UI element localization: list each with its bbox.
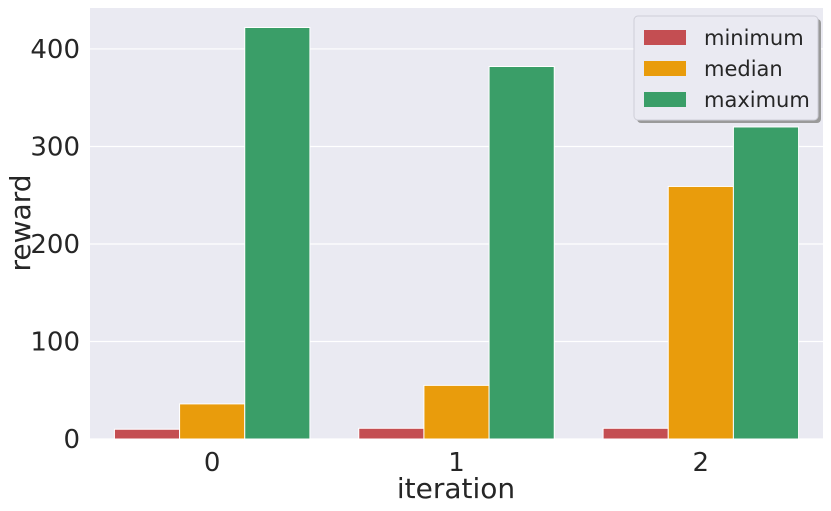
y-tick-label: 300: [30, 132, 80, 162]
legend-label-minimum: minimum: [704, 26, 804, 50]
bar-median-1: [423, 384, 490, 440]
y-tick-label: 0: [63, 425, 80, 455]
x-axis-label: iteration: [397, 472, 515, 505]
y-axis-label: reward: [4, 175, 37, 272]
bar-minimum-2: [602, 427, 669, 440]
legend-label-maximum: maximum: [704, 88, 810, 112]
bar-median-0: [179, 403, 246, 440]
x-tick-label: 0: [204, 448, 221, 478]
bar-minimum-1: [358, 427, 425, 440]
legend-label-median: median: [704, 57, 783, 81]
y-tick-label: 200: [30, 230, 80, 260]
x-tick-label: 2: [693, 448, 710, 478]
bars: [113, 27, 800, 440]
bar-minimum-0: [113, 428, 181, 440]
legend: minimum median maximum: [633, 15, 821, 123]
bar-maximum-0: [244, 27, 311, 440]
legend-swatch-minimum: [644, 30, 686, 45]
legend-swatch-median: [644, 61, 686, 76]
y-tick-label: 400: [30, 35, 80, 65]
legend-swatch-maximum: [644, 92, 686, 107]
y-tick-label: 100: [30, 327, 80, 357]
y-axis-ticks: 0 100 200 300 400: [30, 35, 80, 455]
bar-maximum-2: [732, 126, 800, 440]
bar-median-2: [667, 185, 734, 440]
x-tick-label: 1: [448, 448, 465, 478]
bar-maximum-1: [488, 66, 555, 440]
x-axis-ticks: 0 1 2: [204, 448, 709, 478]
